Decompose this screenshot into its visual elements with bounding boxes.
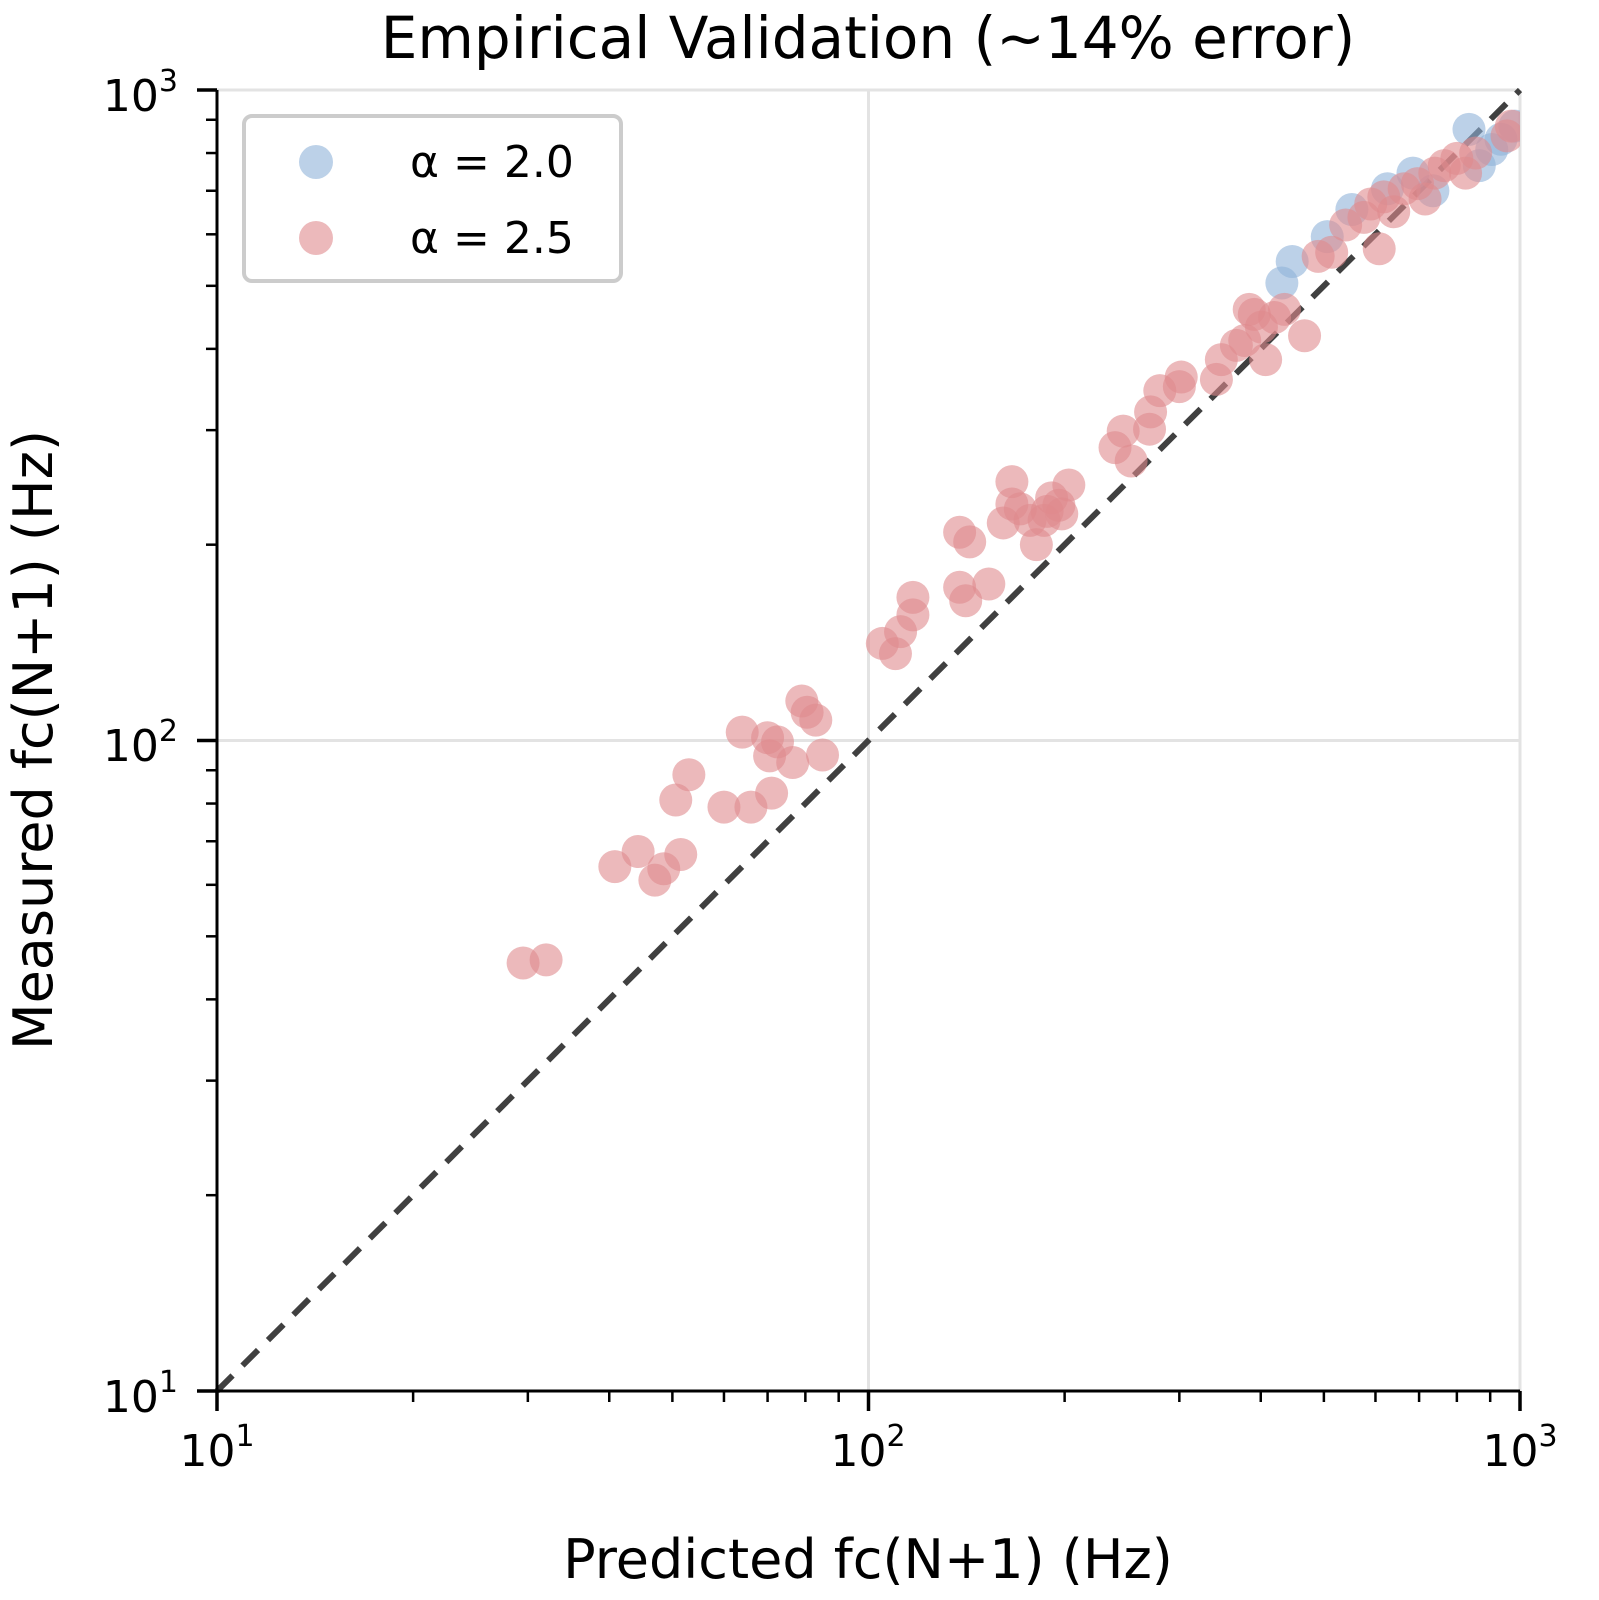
data-point-alpha-2-5 <box>529 943 563 977</box>
legend-frame <box>242 114 623 283</box>
x-tick-label-1000: 103 <box>1482 1419 1557 1477</box>
data-point-alpha-2-5 <box>1362 232 1396 266</box>
x-axis-label: Predicted fc(N+1) (Hz) <box>563 1528 1173 1591</box>
data-point-alpha-2-5 <box>707 790 741 824</box>
legend: α = 2.0 α = 2.5 <box>242 114 623 283</box>
data-point-alpha-2-5 <box>799 703 833 737</box>
data-point-alpha-2-5 <box>664 837 698 871</box>
y-tick-label-100: 102 <box>103 714 178 772</box>
data-point-alpha-2-5 <box>1164 360 1198 394</box>
data-point-alpha-2-5 <box>1267 292 1301 326</box>
data-point-alpha-2-5 <box>659 783 693 817</box>
legend-marker-alpha-2-5 <box>299 221 333 255</box>
data-point-alpha-2-5 <box>776 746 810 780</box>
data-point-alpha-2-5 <box>953 525 987 559</box>
data-point-alpha-2-5 <box>1249 343 1283 377</box>
identity-reference-line <box>214 87 1523 1394</box>
legend-label-alpha-2-0: α = 2.0 <box>410 137 574 188</box>
data-point-alpha-2-5 <box>1494 109 1520 143</box>
data-point-alpha-2-5 <box>621 835 655 869</box>
data-point-alpha-2-5 <box>896 580 930 614</box>
y-tick-label-1000: 103 <box>103 64 178 122</box>
data-point-alpha-2-5 <box>755 776 789 810</box>
data-point-alpha-2-5 <box>1459 136 1493 170</box>
x-tick-label-10: 101 <box>179 1419 254 1477</box>
data-point-alpha-2-0 <box>1275 244 1309 278</box>
chart-title: Empirical Validation (~14% error) <box>381 4 1355 72</box>
data-point-alpha-2-5 <box>1315 235 1349 269</box>
data-point-alpha-2-5 <box>725 715 759 749</box>
data-point-alpha-2-5 <box>1106 414 1140 448</box>
y-tick-label-10: 101 <box>103 1365 178 1423</box>
y-axis-label: Measured fc(N+1) (Hz) <box>2 430 65 1050</box>
data-point-alpha-2-5 <box>972 567 1006 601</box>
data-point-alpha-2-5 <box>1027 503 1061 537</box>
axis-ticks <box>197 88 1522 1411</box>
data-point-alpha-2-5 <box>672 758 706 792</box>
data-point-alpha-2-5 <box>949 584 983 618</box>
data-point-alpha-2-5 <box>1408 182 1442 216</box>
data-point-alpha-2-5 <box>1052 468 1086 502</box>
legend-marker-alpha-2-0 <box>299 145 333 179</box>
data-point-alpha-2-5 <box>1288 319 1322 353</box>
data-point-alpha-2-5 <box>1114 444 1148 478</box>
scatter-points <box>506 109 1520 980</box>
legend-label-alpha-2-5: α = 2.5 <box>410 213 574 264</box>
x-tick-label-100: 102 <box>830 1419 905 1477</box>
data-point-alpha-2-5 <box>806 738 840 772</box>
